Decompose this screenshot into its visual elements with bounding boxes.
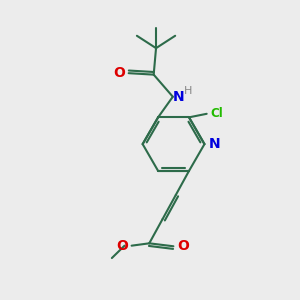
Text: Cl: Cl: [210, 107, 223, 120]
Text: H: H: [184, 86, 192, 96]
Text: N: N: [173, 90, 184, 104]
Text: O: O: [177, 239, 189, 253]
Text: O: O: [113, 66, 125, 80]
Text: N: N: [208, 137, 220, 151]
Text: O: O: [116, 239, 128, 253]
